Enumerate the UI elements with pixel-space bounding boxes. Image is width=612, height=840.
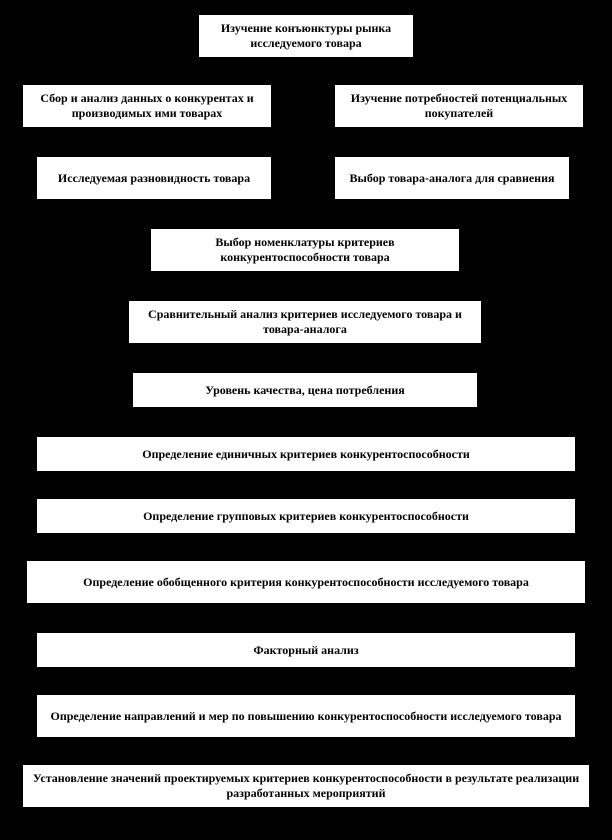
flowchart-box-label: Определение единичных критериев конкурен… (142, 447, 470, 462)
flowchart-box-label: Изучение потребностей потенциальных поку… (341, 91, 577, 121)
flowchart-box-n2b: Изучение потребностей потенциальных поку… (334, 84, 584, 128)
flowchart-box-n12: Установление значений проектируемых крит… (22, 764, 590, 808)
flowchart-box-n1: Изучение конъюнктуры рынка исследуемого … (198, 14, 414, 58)
flowchart-box-label: Определение обобщенного критерия конкуре… (83, 575, 529, 590)
flowchart-box-label: Уровень качества, цена потребления (205, 383, 405, 398)
flowchart-box-label: Определение групповых критериев конкурен… (143, 509, 469, 524)
flowchart-box-n11: Определение направлений и мер по повышен… (36, 694, 576, 738)
flowchart-box-label: Сбор и анализ данных о конкурентах и про… (29, 91, 265, 121)
flowchart-box-n7: Определение единичных критериев конкурен… (36, 436, 576, 472)
flowchart-box-n5: Сравнительный анализ критериев исследуем… (128, 300, 482, 344)
flowchart-box-label: Выбор товара-аналога для сравнения (349, 171, 554, 186)
flowchart-box-label: Исследуемая разновидность товара (58, 171, 250, 186)
flowchart-box-n10: Факторный анализ (36, 632, 576, 668)
flowchart-box-n4: Выбор номенклатуры критериев конкурентос… (150, 228, 460, 272)
flowchart-box-n9: Определение обобщенного критерия конкуре… (26, 560, 586, 604)
flowchart-box-n6: Уровень качества, цена потребления (132, 372, 478, 408)
flowchart-box-label: Сравнительный анализ критериев исследуем… (135, 307, 475, 337)
flowchart-box-label: Изучение конъюнктуры рынка исследуемого … (205, 21, 407, 51)
flowchart-box-n2a: Сбор и анализ данных о конкурентах и про… (22, 84, 272, 128)
flowchart-box-label: Установление значений проектируемых крит… (29, 771, 583, 801)
flowchart-box-n8: Определение групповых критериев конкурен… (36, 498, 576, 534)
flowchart-box-n3b: Выбор товара-аналога для сравнения (334, 156, 570, 200)
flowchart-box-n3a: Исследуемая разновидность товара (36, 156, 272, 200)
flowchart-box-label: Определение направлений и мер по повышен… (50, 709, 561, 724)
flowchart-box-label: Выбор номенклатуры критериев конкурентос… (157, 235, 453, 265)
flowchart-box-label: Факторный анализ (253, 643, 358, 658)
